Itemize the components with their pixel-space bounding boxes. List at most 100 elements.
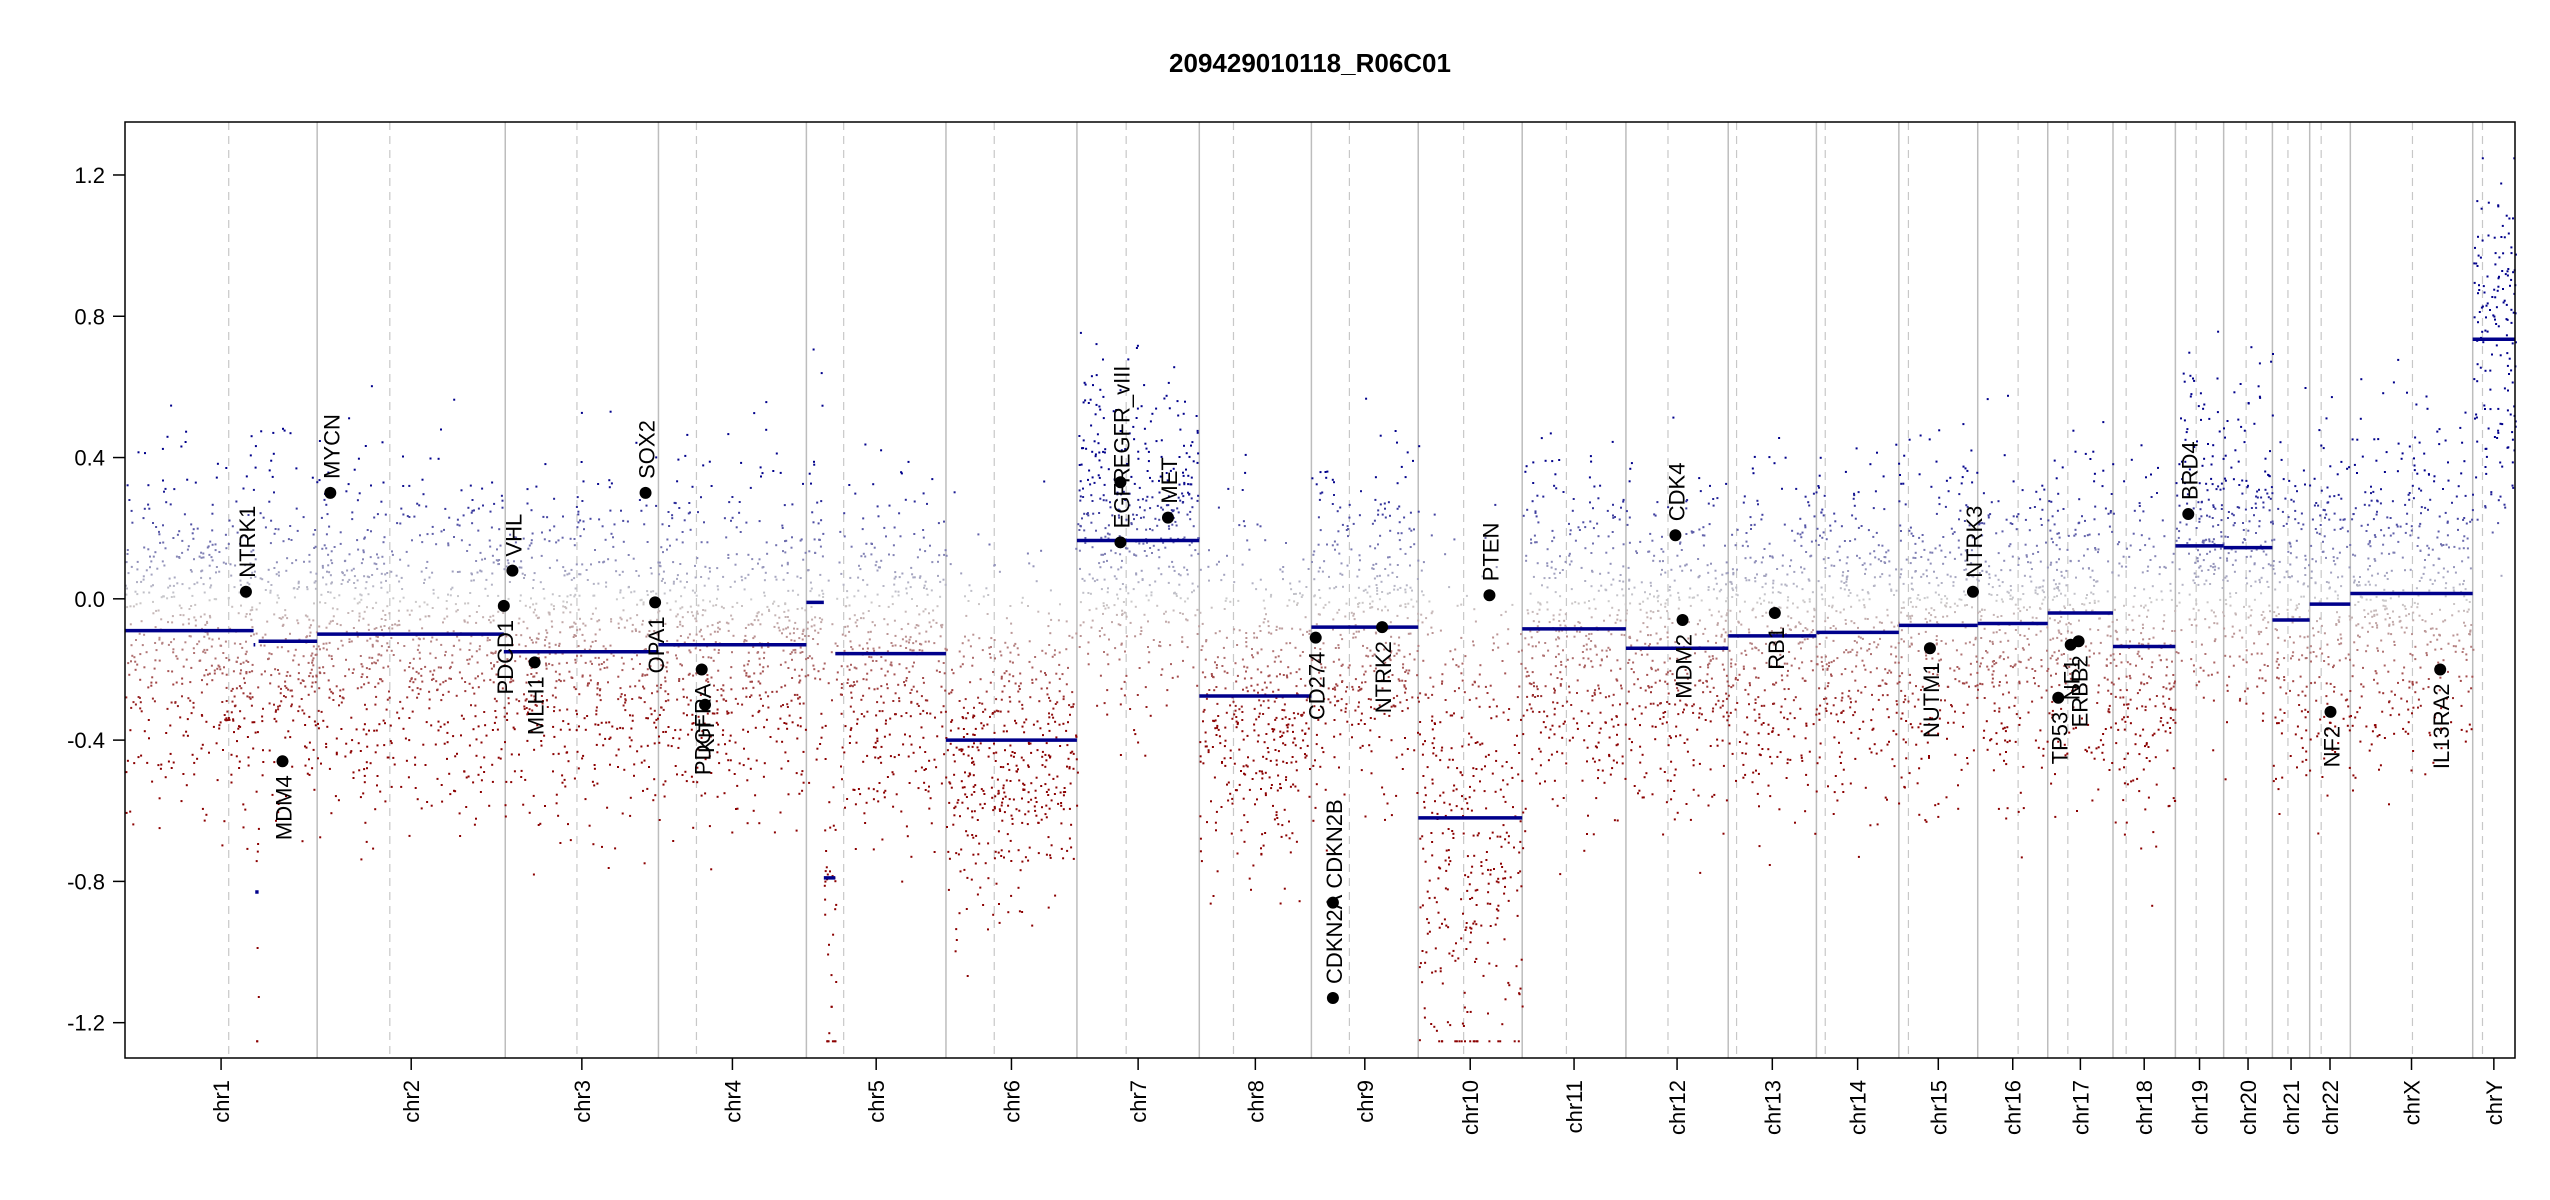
probe-point-672 xyxy=(276,601,279,604)
probe-point-2131 xyxy=(780,686,783,689)
probe-point-4804 xyxy=(1370,750,1373,753)
probe-point-2232 xyxy=(720,694,723,697)
probe-point-4321 xyxy=(1259,578,1262,581)
probe-point-2444 xyxy=(702,464,705,467)
probe-point-4239 xyxy=(1238,748,1241,751)
probe-point-4872 xyxy=(1495,715,1498,718)
probe-point-1760 xyxy=(624,701,627,704)
probe-point-2227 xyxy=(691,722,694,725)
probe-point-268 xyxy=(211,638,214,641)
probe-point-2996 xyxy=(897,683,900,686)
probe-point-3165 xyxy=(1000,855,1003,857)
probe-point-3688 xyxy=(1151,480,1154,483)
probe-point-2844 xyxy=(868,638,871,641)
probe-point-1111 xyxy=(419,688,422,691)
probe-point-4755 xyxy=(1324,471,1327,473)
probe-point-2792 xyxy=(880,667,883,670)
probe-point-62 xyxy=(131,654,134,657)
probe-point-1406 xyxy=(464,602,467,605)
probe-point-1305 xyxy=(488,639,491,641)
probe-point-1553 xyxy=(532,873,535,876)
probe-point-4739 xyxy=(1369,729,1372,732)
probe-point-1819 xyxy=(653,778,656,781)
probe-point-1738 xyxy=(552,753,555,756)
probe-point-2086 xyxy=(716,585,719,588)
probe-point-4626 xyxy=(1369,602,1371,605)
probe-point-2716 xyxy=(889,717,892,720)
probe-point-90 xyxy=(143,666,146,669)
probe-point-3574 xyxy=(1014,642,1017,645)
probe-point-3586 xyxy=(1176,400,1179,403)
probe-point-4638 xyxy=(1383,648,1386,651)
probe-point-326 xyxy=(182,734,185,737)
probe-point-1528 xyxy=(545,662,547,665)
probe-point-4252 xyxy=(1231,717,1234,720)
probe-point-154 xyxy=(211,512,214,515)
probe-point-4717 xyxy=(1320,691,1323,694)
probe-point-1031 xyxy=(444,507,447,510)
probe-point-1749 xyxy=(533,748,536,751)
probe-point-2494 xyxy=(716,567,719,570)
probe-point-706 xyxy=(314,724,317,727)
probe-point-4777 xyxy=(1369,545,1372,548)
probe-point-2819 xyxy=(918,632,921,635)
probe-point-2058 xyxy=(801,638,804,641)
probe-point-817 xyxy=(497,610,500,613)
probe-point-3748 xyxy=(1179,499,1182,502)
probe-point-4568 xyxy=(1354,678,1357,681)
probe-point-4282 xyxy=(1199,755,1202,758)
probe-point-347 xyxy=(130,644,133,647)
probe-point-2754 xyxy=(927,640,930,643)
probe-point-3313 xyxy=(1034,656,1037,658)
probe-point-3174 xyxy=(1041,806,1043,809)
probe-point-1551 xyxy=(640,761,643,764)
probe-point-4639 xyxy=(1327,687,1330,690)
probe-point-3723 xyxy=(1169,469,1172,472)
probe-point-3750 xyxy=(1147,620,1149,623)
probe-point-1999 xyxy=(558,709,561,712)
probe-point-1901 xyxy=(596,687,599,690)
probe-point-3804 xyxy=(1192,460,1195,463)
probe-point-4567 xyxy=(1345,529,1348,531)
probe-point-2189 xyxy=(718,628,721,631)
probe-point-273 xyxy=(213,672,216,675)
probe-point-4750 xyxy=(1398,679,1401,682)
probe-point-4611 xyxy=(1333,686,1336,689)
probe-point-4325 xyxy=(1248,788,1251,791)
probe-point-1442 xyxy=(610,482,613,485)
probe-point-2938 xyxy=(917,787,920,790)
probe-point-3333 xyxy=(967,754,970,757)
probe-point-1921 xyxy=(636,750,639,753)
probe-point-1135 xyxy=(384,800,387,803)
probe-point-984 xyxy=(350,750,353,753)
probe-point-738 xyxy=(325,746,328,749)
probe-point-1027 xyxy=(458,639,461,642)
probe-point-1113 xyxy=(337,647,340,650)
probe-point-483 xyxy=(249,697,252,700)
probe-point-708 xyxy=(310,654,313,657)
probe-point-979 xyxy=(503,715,506,718)
probe-point-2843 xyxy=(923,769,926,771)
probe-point-4502 xyxy=(1393,654,1396,657)
probe-point-89 xyxy=(185,730,188,733)
probe-point-1364 xyxy=(366,639,369,642)
probe-point-22 xyxy=(155,681,158,684)
probe-point-1227 xyxy=(329,620,332,623)
probe-point-638 xyxy=(276,594,279,597)
probe-point-150 xyxy=(200,551,203,554)
probe-point-3863 xyxy=(1187,483,1190,486)
probe-point-4791 xyxy=(1326,470,1329,473)
probe-point-4360 xyxy=(1279,736,1282,738)
probe-point-2391 xyxy=(730,688,733,691)
probe-point-4067 xyxy=(1280,648,1283,651)
probe-point-2154 xyxy=(674,729,677,732)
probe-point-2833 xyxy=(876,740,879,743)
probe-point-4445 xyxy=(1225,711,1228,714)
probe-point-2586 xyxy=(813,624,816,627)
probe-point-3129 xyxy=(959,815,961,818)
probe-point-1207 xyxy=(361,665,364,668)
probe-point-1043 xyxy=(332,699,335,701)
probe-point-1543 xyxy=(512,544,515,547)
probe-point-1123 xyxy=(385,579,387,582)
probe-point-1200 xyxy=(484,724,487,727)
